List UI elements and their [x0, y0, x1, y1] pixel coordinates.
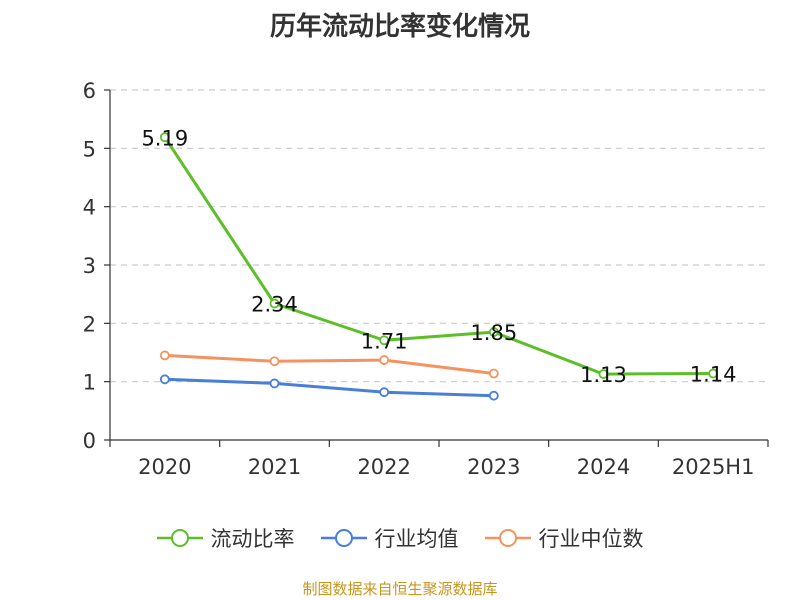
y-tick-label: 6 — [83, 79, 96, 103]
x-tick-label: 2022 — [357, 455, 410, 479]
data-label: 1.71 — [361, 329, 408, 353]
series-point — [488, 327, 499, 337]
x-tick-label: 2025H1 — [672, 455, 755, 479]
series-line — [164, 377, 494, 398]
legend-swatch-current-ratio — [156, 529, 203, 547]
series-line — [163, 136, 714, 376]
series-point — [269, 378, 280, 389]
legend-item-current-ratio[interactable]: 流动比率 — [156, 523, 295, 553]
x-tick-label: 2024 — [577, 455, 630, 479]
legend-label-industry-median: 行业中位数 — [538, 527, 644, 551]
y-tick-label: 2 — [83, 312, 96, 336]
series-point — [269, 298, 280, 309]
y-tick-label: 4 — [83, 196, 96, 220]
series-point — [488, 390, 499, 401]
series-point — [708, 368, 719, 379]
legend: 流动比率 行业均值 行业中位数 — [0, 520, 800, 556]
y-tick-label: 3 — [83, 254, 96, 278]
x-tick-label: 2020 — [138, 455, 191, 479]
chart-title: 历年流动比率变化情况 — [269, 12, 530, 42]
y-tick-label: 0 — [83, 429, 96, 453]
legend-item-industry-mean[interactable]: 行业均值 — [320, 523, 459, 553]
source-note: 制图数据来自恒生聚源数据库 — [302, 580, 498, 598]
series-point — [379, 387, 390, 398]
legend-swatch-industry-mean — [320, 529, 367, 547]
legend-label-current-ratio: 流动比率 — [210, 527, 295, 551]
x-tick-label: 2023 — [467, 455, 520, 479]
x-tick-label: 2021 — [248, 455, 301, 479]
series-point — [159, 350, 170, 361]
y-tick-label: 1 — [83, 371, 96, 395]
series-line — [164, 353, 494, 375]
series-point — [379, 335, 390, 346]
series-point — [269, 356, 280, 367]
data-label: 1.14 — [690, 363, 737, 387]
data-label: 2.34 — [251, 293, 298, 317]
series-point — [379, 355, 390, 365]
legend-label-industry-mean: 行业均值 — [374, 527, 459, 551]
legend-swatch-industry-median — [484, 529, 531, 547]
series-point — [159, 132, 170, 143]
series-point — [159, 374, 170, 385]
data-label: 1.13 — [580, 363, 627, 387]
legend-item-industry-median[interactable]: 行业中位数 — [484, 523, 644, 553]
data-label: 5.19 — [141, 126, 188, 150]
series-point — [488, 368, 499, 379]
data-label: 1.85 — [470, 321, 517, 345]
y-tick-label: 5 — [83, 137, 96, 161]
series-point — [598, 369, 609, 379]
